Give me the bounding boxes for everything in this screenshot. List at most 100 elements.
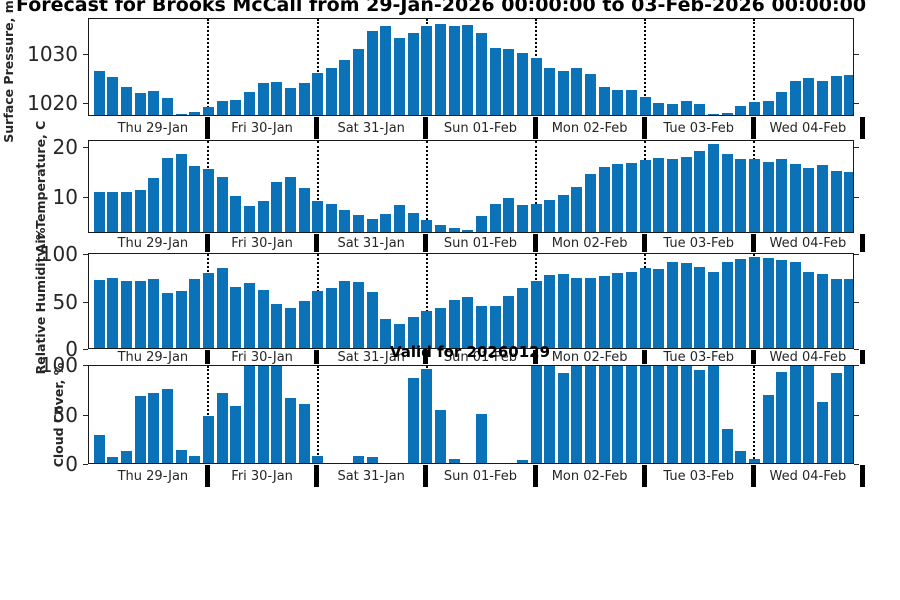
cloud-bar xyxy=(530,366,542,463)
x-tick-mark xyxy=(750,465,756,487)
x-tick-mark xyxy=(205,234,210,252)
x-tick-mark xyxy=(641,234,647,252)
x-tick-mark xyxy=(532,117,538,139)
cloud-bar xyxy=(435,409,446,463)
pressure-bar xyxy=(844,75,853,115)
y-tick-mark xyxy=(854,146,859,148)
x-tick-mark xyxy=(423,465,429,487)
temperature-bar xyxy=(680,157,692,232)
pressure-bar xyxy=(257,82,269,115)
y-tick-mark xyxy=(83,414,88,416)
pressure-bar xyxy=(585,73,597,115)
humidity-bar xyxy=(817,273,828,348)
cloud-bar xyxy=(312,456,324,463)
temperature-bar xyxy=(407,213,419,232)
temperature-bar xyxy=(503,198,515,232)
cloud-bar xyxy=(612,366,624,463)
humidity-bar xyxy=(707,271,719,348)
humidity-bar xyxy=(598,276,610,348)
pressure-bar xyxy=(598,87,610,115)
x-day-label: Mon 02-Feb xyxy=(551,120,628,136)
temperature-bar xyxy=(707,144,719,232)
humidity-bar xyxy=(366,292,378,348)
temperature-bar xyxy=(325,203,337,232)
x-tick-mark xyxy=(532,350,538,364)
x-day-label: Fri 30-Jan xyxy=(231,235,293,251)
humidity-bar xyxy=(489,306,501,348)
y-tick-mark xyxy=(854,254,859,255)
cloud-bar xyxy=(748,459,760,463)
cloud-bar xyxy=(789,366,801,463)
humidity-bar xyxy=(530,281,542,348)
temperature-bar xyxy=(639,160,651,232)
x-tick-mark xyxy=(860,465,865,487)
temperature-bar xyxy=(312,201,324,232)
cloud-bar xyxy=(148,393,160,463)
temperature-bar xyxy=(830,171,842,232)
figure-title: Forecast for Brooks McCall from 29-Jan-2… xyxy=(16,0,867,16)
cloud-bar xyxy=(735,451,747,463)
humidity-bar xyxy=(230,286,242,348)
humidity-bar xyxy=(339,281,351,348)
cloud-x-axis-strip: Thu 29-Jan Fri 30-Jan Sat 31-Jan Sun 01-Feb… xyxy=(88,465,870,487)
y-tick-mark xyxy=(854,53,859,55)
cloud-chart xyxy=(88,365,854,464)
pressure-bar xyxy=(680,101,692,115)
pressure-bar xyxy=(230,100,242,115)
humidity-bar xyxy=(585,278,597,348)
temperature-bar xyxy=(298,187,310,232)
x-tick-mark xyxy=(750,234,756,252)
humidity-bar xyxy=(325,287,337,348)
humidity-bar xyxy=(312,291,324,348)
humidity-bar xyxy=(748,256,760,348)
humidity-bar xyxy=(134,281,146,348)
temperature-bar xyxy=(735,159,747,232)
x-tick-mark xyxy=(314,350,320,364)
pressure-bar xyxy=(489,48,501,115)
humidity-bar xyxy=(475,306,487,348)
x-day-label: Tue 03-Feb xyxy=(663,235,734,251)
pressure-bar xyxy=(134,92,146,115)
x-tick-mark xyxy=(750,350,756,364)
temperature-bar xyxy=(516,205,528,232)
pressure-bar xyxy=(203,107,214,115)
pressure-bar xyxy=(448,26,460,115)
temperature-bar xyxy=(557,194,569,232)
x-day-label: Fri 30-Jan xyxy=(231,468,293,484)
humidity-bar xyxy=(803,271,815,348)
y-tick-label: 0 xyxy=(65,452,78,476)
humidity-bar xyxy=(666,262,678,348)
x-day-label: Tue 03-Feb xyxy=(663,350,734,365)
pressure-bar xyxy=(353,49,365,115)
cloud-bar xyxy=(803,366,815,463)
pressure-bar xyxy=(421,25,433,115)
pressure-bar xyxy=(748,101,760,115)
cloud-bar xyxy=(544,366,556,463)
pressure-bar xyxy=(817,80,828,115)
humidity-bar xyxy=(830,279,842,348)
temperature-bar xyxy=(134,189,146,232)
humidity-bar xyxy=(721,262,733,348)
pressure-bar xyxy=(284,88,296,115)
temperature-bar xyxy=(530,204,542,232)
pressure-bar xyxy=(762,101,774,115)
pressure-bar xyxy=(271,82,283,115)
x-tick-mark xyxy=(423,350,429,364)
humidity-bar xyxy=(776,259,788,348)
temperature-bar xyxy=(339,210,351,232)
x-day-label: Sun 01-Feb xyxy=(443,120,517,136)
cloud-bar xyxy=(298,403,310,463)
x-tick-mark xyxy=(641,465,647,487)
cloud-bar xyxy=(475,413,487,463)
temperature-bar xyxy=(448,228,460,232)
pressure-bar xyxy=(694,104,706,115)
y-tick-label: 20 xyxy=(52,134,78,159)
humidity-bar xyxy=(148,279,160,348)
humidity-y-axis-label: Relative Humidity, % xyxy=(33,227,48,375)
cloud-bar xyxy=(721,429,733,463)
temperature-bar xyxy=(189,166,201,232)
humidity-bar xyxy=(257,290,269,348)
temperature-bar xyxy=(844,171,853,232)
humidity-bar xyxy=(93,280,105,348)
humidity-bar xyxy=(298,300,310,348)
